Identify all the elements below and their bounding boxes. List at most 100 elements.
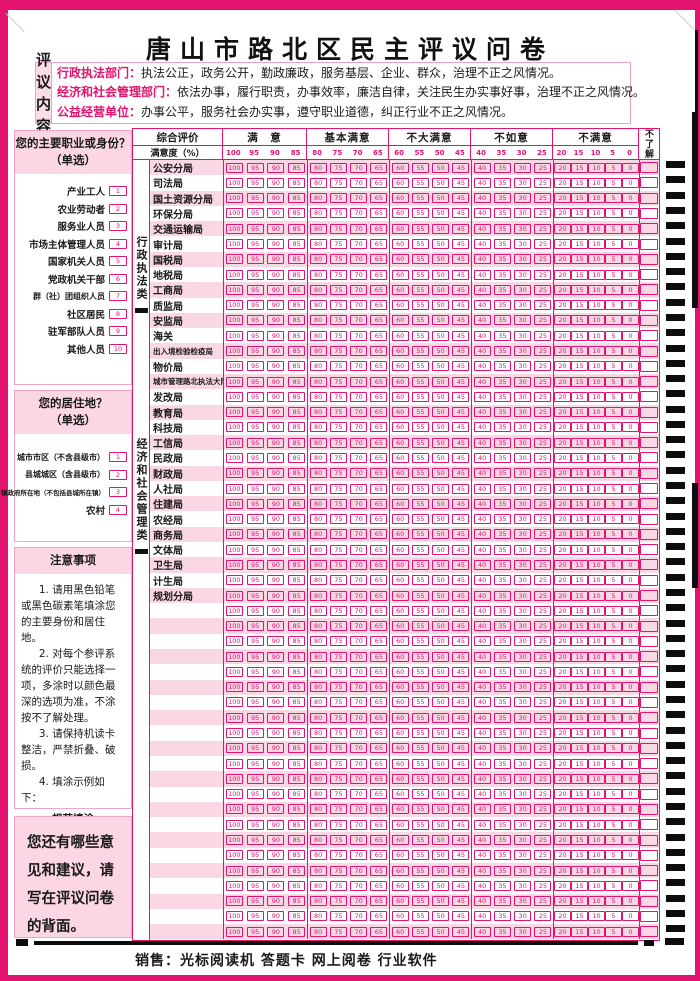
rating-bubble[interactable]: 85 <box>288 728 306 739</box>
rating-bubble[interactable]: 100 <box>225 162 243 173</box>
rating-bubble[interactable]: 35 <box>493 835 511 846</box>
rating-bubble[interactable]: 5 <box>605 177 622 188</box>
residence-option-bubble[interactable]: 4 <box>109 504 127 515</box>
rating-bubble[interactable]: 85 <box>288 269 306 280</box>
rating-bubble[interactable]: 95 <box>246 728 264 739</box>
unknown-bubble[interactable] <box>640 345 658 357</box>
rating-bubble[interactable]: 35 <box>493 575 511 586</box>
rating-bubble[interactable]: 65 <box>370 330 388 341</box>
rating-bubble[interactable]: 70 <box>350 437 368 448</box>
rating-bubble[interactable]: 95 <box>246 773 264 784</box>
rating-bubble[interactable]: 50 <box>432 254 450 265</box>
rating-bubble[interactable]: 75 <box>329 621 347 632</box>
rating-bubble[interactable]: 10 <box>588 743 605 754</box>
rating-bubble[interactable]: 35 <box>493 193 511 204</box>
rating-bubble[interactable]: 55 <box>411 346 429 357</box>
rating-bubble[interactable]: 20 <box>554 452 571 463</box>
unknown-bubble[interactable] <box>640 223 658 235</box>
rating-bubble[interactable]: 85 <box>288 804 306 815</box>
residence-option-bubble[interactable]: 3 <box>109 487 127 498</box>
rating-bubble[interactable]: 80 <box>309 437 327 448</box>
rating-bubble[interactable]: 25 <box>534 376 552 387</box>
rating-bubble[interactable]: 15 <box>571 284 588 295</box>
rating-bubble[interactable]: 0 <box>622 468 639 479</box>
rating-bubble[interactable]: 5 <box>605 804 622 815</box>
rating-bubble[interactable]: 95 <box>246 407 264 418</box>
rating-bubble[interactable]: 10 <box>588 422 605 433</box>
rating-bubble[interactable]: 45 <box>452 575 470 586</box>
rating-bubble[interactable]: 90 <box>267 819 285 830</box>
rating-bubble[interactable]: 20 <box>554 254 571 265</box>
rating-bubble[interactable]: 85 <box>288 514 306 525</box>
rating-bubble[interactable]: 35 <box>493 300 511 311</box>
rating-bubble[interactable]: 30 <box>514 407 532 418</box>
rating-bubble[interactable]: 75 <box>329 865 347 876</box>
rating-bubble[interactable]: 60 <box>391 666 409 677</box>
rating-bubble[interactable]: 45 <box>452 743 470 754</box>
rating-bubble[interactable]: 100 <box>225 468 243 479</box>
rating-bubble[interactable]: 20 <box>554 177 571 188</box>
rating-bubble[interactable]: 10 <box>588 315 605 326</box>
rating-bubble[interactable]: 50 <box>432 529 450 540</box>
rating-bubble[interactable]: 10 <box>588 514 605 525</box>
rating-bubble[interactable]: 70 <box>350 712 368 723</box>
rating-bubble[interactable]: 90 <box>267 575 285 586</box>
rating-bubble[interactable]: 50 <box>432 330 450 341</box>
rating-bubble[interactable]: 75 <box>329 636 347 647</box>
rating-bubble[interactable]: 15 <box>571 896 588 907</box>
rating-bubble[interactable]: 70 <box>350 177 368 188</box>
rating-bubble[interactable]: 60 <box>391 422 409 433</box>
rating-bubble[interactable]: 15 <box>571 850 588 861</box>
rating-bubble[interactable]: 25 <box>534 850 552 861</box>
rating-bubble[interactable]: 85 <box>288 773 306 784</box>
rating-bubble[interactable]: 20 <box>554 498 571 509</box>
rating-bubble[interactable]: 15 <box>571 636 588 647</box>
rating-bubble[interactable]: 0 <box>622 376 639 387</box>
rating-bubble[interactable]: 20 <box>554 911 571 922</box>
rating-bubble[interactable]: 60 <box>391 865 409 876</box>
rating-bubble[interactable]: 40 <box>473 269 491 280</box>
rating-bubble[interactable]: 35 <box>493 269 511 280</box>
rating-bubble[interactable]: 25 <box>534 789 552 800</box>
rating-bubble[interactable]: 0 <box>622 193 639 204</box>
rating-bubble[interactable]: 20 <box>554 605 571 616</box>
rating-bubble[interactable]: 55 <box>411 254 429 265</box>
rating-bubble[interactable]: 35 <box>493 162 511 173</box>
rating-bubble[interactable]: 35 <box>493 498 511 509</box>
rating-bubble[interactable]: 70 <box>350 819 368 830</box>
rating-bubble[interactable]: 45 <box>452 193 470 204</box>
rating-bubble[interactable]: 20 <box>554 239 571 250</box>
rating-bubble[interactable]: 70 <box>350 728 368 739</box>
rating-bubble[interactable]: 90 <box>267 880 285 891</box>
rating-bubble[interactable]: 10 <box>588 789 605 800</box>
rating-bubble[interactable]: 95 <box>246 758 264 769</box>
residence-option-bubble[interactable]: 1 <box>109 452 127 463</box>
rating-bubble[interactable]: 75 <box>329 269 347 280</box>
rating-bubble[interactable]: 80 <box>309 712 327 723</box>
rating-bubble[interactable]: 55 <box>411 223 429 234</box>
rating-bubble[interactable]: 85 <box>288 300 306 311</box>
rating-bubble[interactable]: 10 <box>588 666 605 677</box>
rating-bubble[interactable]: 55 <box>411 559 429 570</box>
unknown-bubble[interactable] <box>640 391 658 403</box>
rating-bubble[interactable]: 5 <box>605 651 622 662</box>
rating-bubble[interactable]: 0 <box>622 514 639 525</box>
rating-bubble[interactable]: 55 <box>411 804 429 815</box>
rating-bubble[interactable]: 0 <box>622 835 639 846</box>
rating-bubble[interactable]: 30 <box>514 193 532 204</box>
rating-bubble[interactable]: 40 <box>473 376 491 387</box>
rating-bubble[interactable]: 75 <box>329 850 347 861</box>
rating-bubble[interactable]: 85 <box>288 835 306 846</box>
rating-bubble[interactable]: 15 <box>571 269 588 280</box>
rating-bubble[interactable]: 45 <box>452 346 470 357</box>
rating-bubble[interactable]: 100 <box>225 514 243 525</box>
rating-bubble[interactable]: 10 <box>588 621 605 632</box>
rating-bubble[interactable]: 45 <box>452 850 470 861</box>
rating-bubble[interactable]: 40 <box>473 850 491 861</box>
rating-bubble[interactable]: 50 <box>432 590 450 601</box>
rating-bubble[interactable]: 35 <box>493 804 511 815</box>
rating-bubble[interactable]: 60 <box>391 330 409 341</box>
rating-bubble[interactable]: 40 <box>473 162 491 173</box>
rating-bubble[interactable]: 95 <box>246 651 264 662</box>
rating-bubble[interactable]: 85 <box>288 437 306 448</box>
